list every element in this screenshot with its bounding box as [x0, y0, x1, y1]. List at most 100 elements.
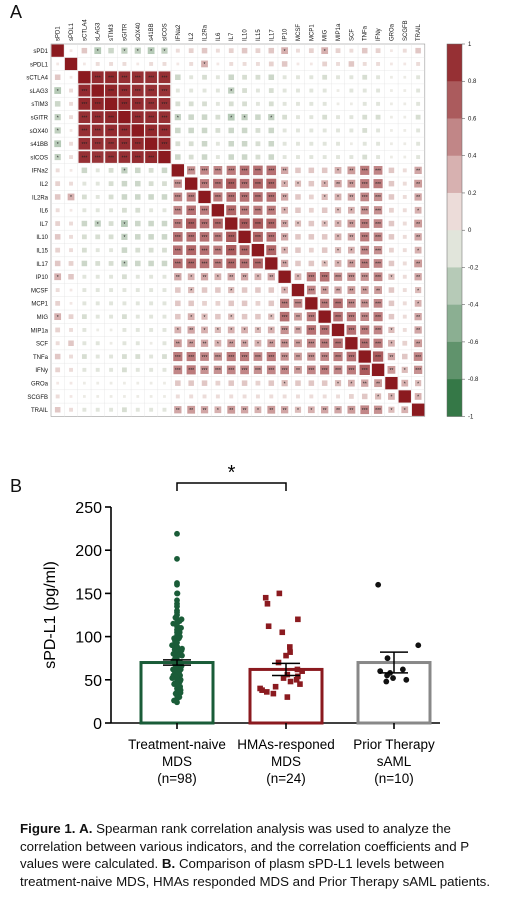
heatmap-col-label: sTIM3: [109, 24, 115, 41]
heatmap-significance: ***: [375, 302, 381, 308]
heatmap-cell: [295, 260, 301, 267]
data-point: [287, 678, 294, 685]
heatmap-cell: [255, 88, 260, 93]
heatmap-col-label: SCF: [349, 29, 355, 41]
heatmap-significance: ***: [81, 115, 87, 121]
heatmap-cell: [388, 339, 395, 347]
heatmap-cell: [188, 48, 194, 54]
heatmap-row-label: MCP1: [31, 302, 48, 308]
heatmap-cell: [81, 247, 87, 253]
heatmap-row-label: sICOS: [30, 155, 48, 161]
heatmap-cell: [403, 75, 407, 79]
heatmap-cell: [227, 273, 235, 281]
heatmap-cell: [347, 206, 355, 214]
heatmap-cell: [280, 365, 289, 375]
heatmap-cell: [376, 128, 381, 133]
heatmap-cell: [308, 207, 314, 213]
heatmap-cell: [374, 393, 382, 400]
heatmap-cell: [95, 261, 101, 266]
heatmap-significance: ***: [162, 142, 168, 148]
heatmap-cell: [149, 208, 154, 213]
heatmap-significance: ***: [175, 235, 181, 241]
heatmap-cell: [228, 101, 234, 107]
heatmap-cell: [390, 102, 393, 106]
heatmap-cell: [348, 394, 354, 399]
heatmap-cell: [239, 192, 250, 202]
heatmap-significance: ***: [335, 302, 341, 308]
heatmap-cell: [162, 274, 167, 279]
heatmap-cell: [281, 180, 289, 188]
heatmap-cell: [95, 195, 100, 199]
heatmap-cell: [334, 233, 342, 241]
heatmap-cell: [68, 314, 74, 320]
heatmap-cell: [403, 102, 407, 106]
heatmap-cell: [373, 232, 383, 242]
heatmap-cell: [121, 220, 128, 227]
heatmap-cell: [387, 352, 396, 361]
heatmap-cell: [241, 154, 248, 160]
heatmap-cell: [161, 260, 168, 267]
heatmap-cell: [321, 220, 328, 227]
heatmap-significance: *: [177, 328, 179, 334]
heatmap-cell: [109, 301, 114, 306]
heatmap-cell: [334, 260, 342, 267]
heatmap-cell: [148, 220, 154, 227]
heatmap-significance: ***: [122, 155, 128, 161]
heatmap-significance: ***: [81, 129, 87, 135]
heatmap-cell: [295, 234, 301, 240]
heatmap-significance: *: [310, 408, 312, 414]
heatmap-significance: ***: [255, 182, 261, 188]
heatmap-cell: [81, 314, 87, 320]
heatmap-cell: [131, 124, 144, 137]
heatmap-cell: [281, 61, 288, 67]
heatmap-cell: [255, 128, 261, 133]
heatmap-cell: [413, 365, 423, 374]
heatmap-cell: [109, 395, 113, 398]
heatmap-cell: [416, 155, 421, 159]
heatmap-significance: ***: [95, 115, 101, 121]
heatmap-cell: [268, 300, 275, 307]
heatmap-cell: [108, 194, 114, 200]
heatmap-cell: [268, 140, 275, 147]
heatmap-cell: [69, 367, 73, 372]
heatmap-cell: [122, 407, 127, 413]
heatmap-cell: [82, 208, 87, 213]
heatmap-cell: [211, 204, 225, 217]
heatmap-cell: [95, 314, 100, 319]
heatmap-significance: ***: [215, 182, 221, 188]
heatmap-cell: [149, 301, 154, 306]
heatmap-cell: [334, 286, 342, 294]
heatmap-significance: ***: [362, 368, 368, 374]
heatmap-cell: [131, 111, 144, 124]
heatmap-cell: [333, 365, 343, 375]
data-point: [174, 699, 180, 706]
data-point: [390, 675, 396, 681]
heatmap-cell: [122, 328, 127, 332]
heatmap-cell: [414, 233, 422, 241]
data-point: [283, 652, 289, 659]
heatmap-cell: [362, 62, 367, 66]
heatmap-cell: [227, 326, 235, 334]
heatmap-cell: [187, 405, 196, 414]
heatmap-cell: [188, 380, 194, 386]
heatmap-cell: [295, 194, 301, 200]
heatmap-cell: [241, 326, 248, 334]
heatmap-cell: [267, 339, 276, 348]
heatmap-cell: [109, 208, 114, 213]
heatmap-significance: ***: [188, 355, 194, 361]
heatmap-cell: [69, 168, 73, 172]
heatmap-cell: [131, 151, 144, 163]
heatmap-significance: *: [217, 408, 219, 414]
heatmap-cell: [201, 313, 208, 320]
heatmap-cell: [162, 354, 167, 359]
heatmap-cell: [158, 98, 171, 110]
heatmap-cell: [308, 48, 314, 54]
x-category-label: sAML: [377, 754, 412, 769]
heatmap-col-label: sPD1: [56, 26, 62, 41]
heatmap-significance: ***: [135, 155, 141, 161]
heatmap-row-label: sTIM3: [31, 102, 48, 108]
heatmap-significance: *: [57, 142, 59, 148]
heatmap-significance: *: [337, 195, 339, 201]
heatmap-cell: [360, 299, 369, 308]
heatmap-cell: [175, 394, 180, 399]
